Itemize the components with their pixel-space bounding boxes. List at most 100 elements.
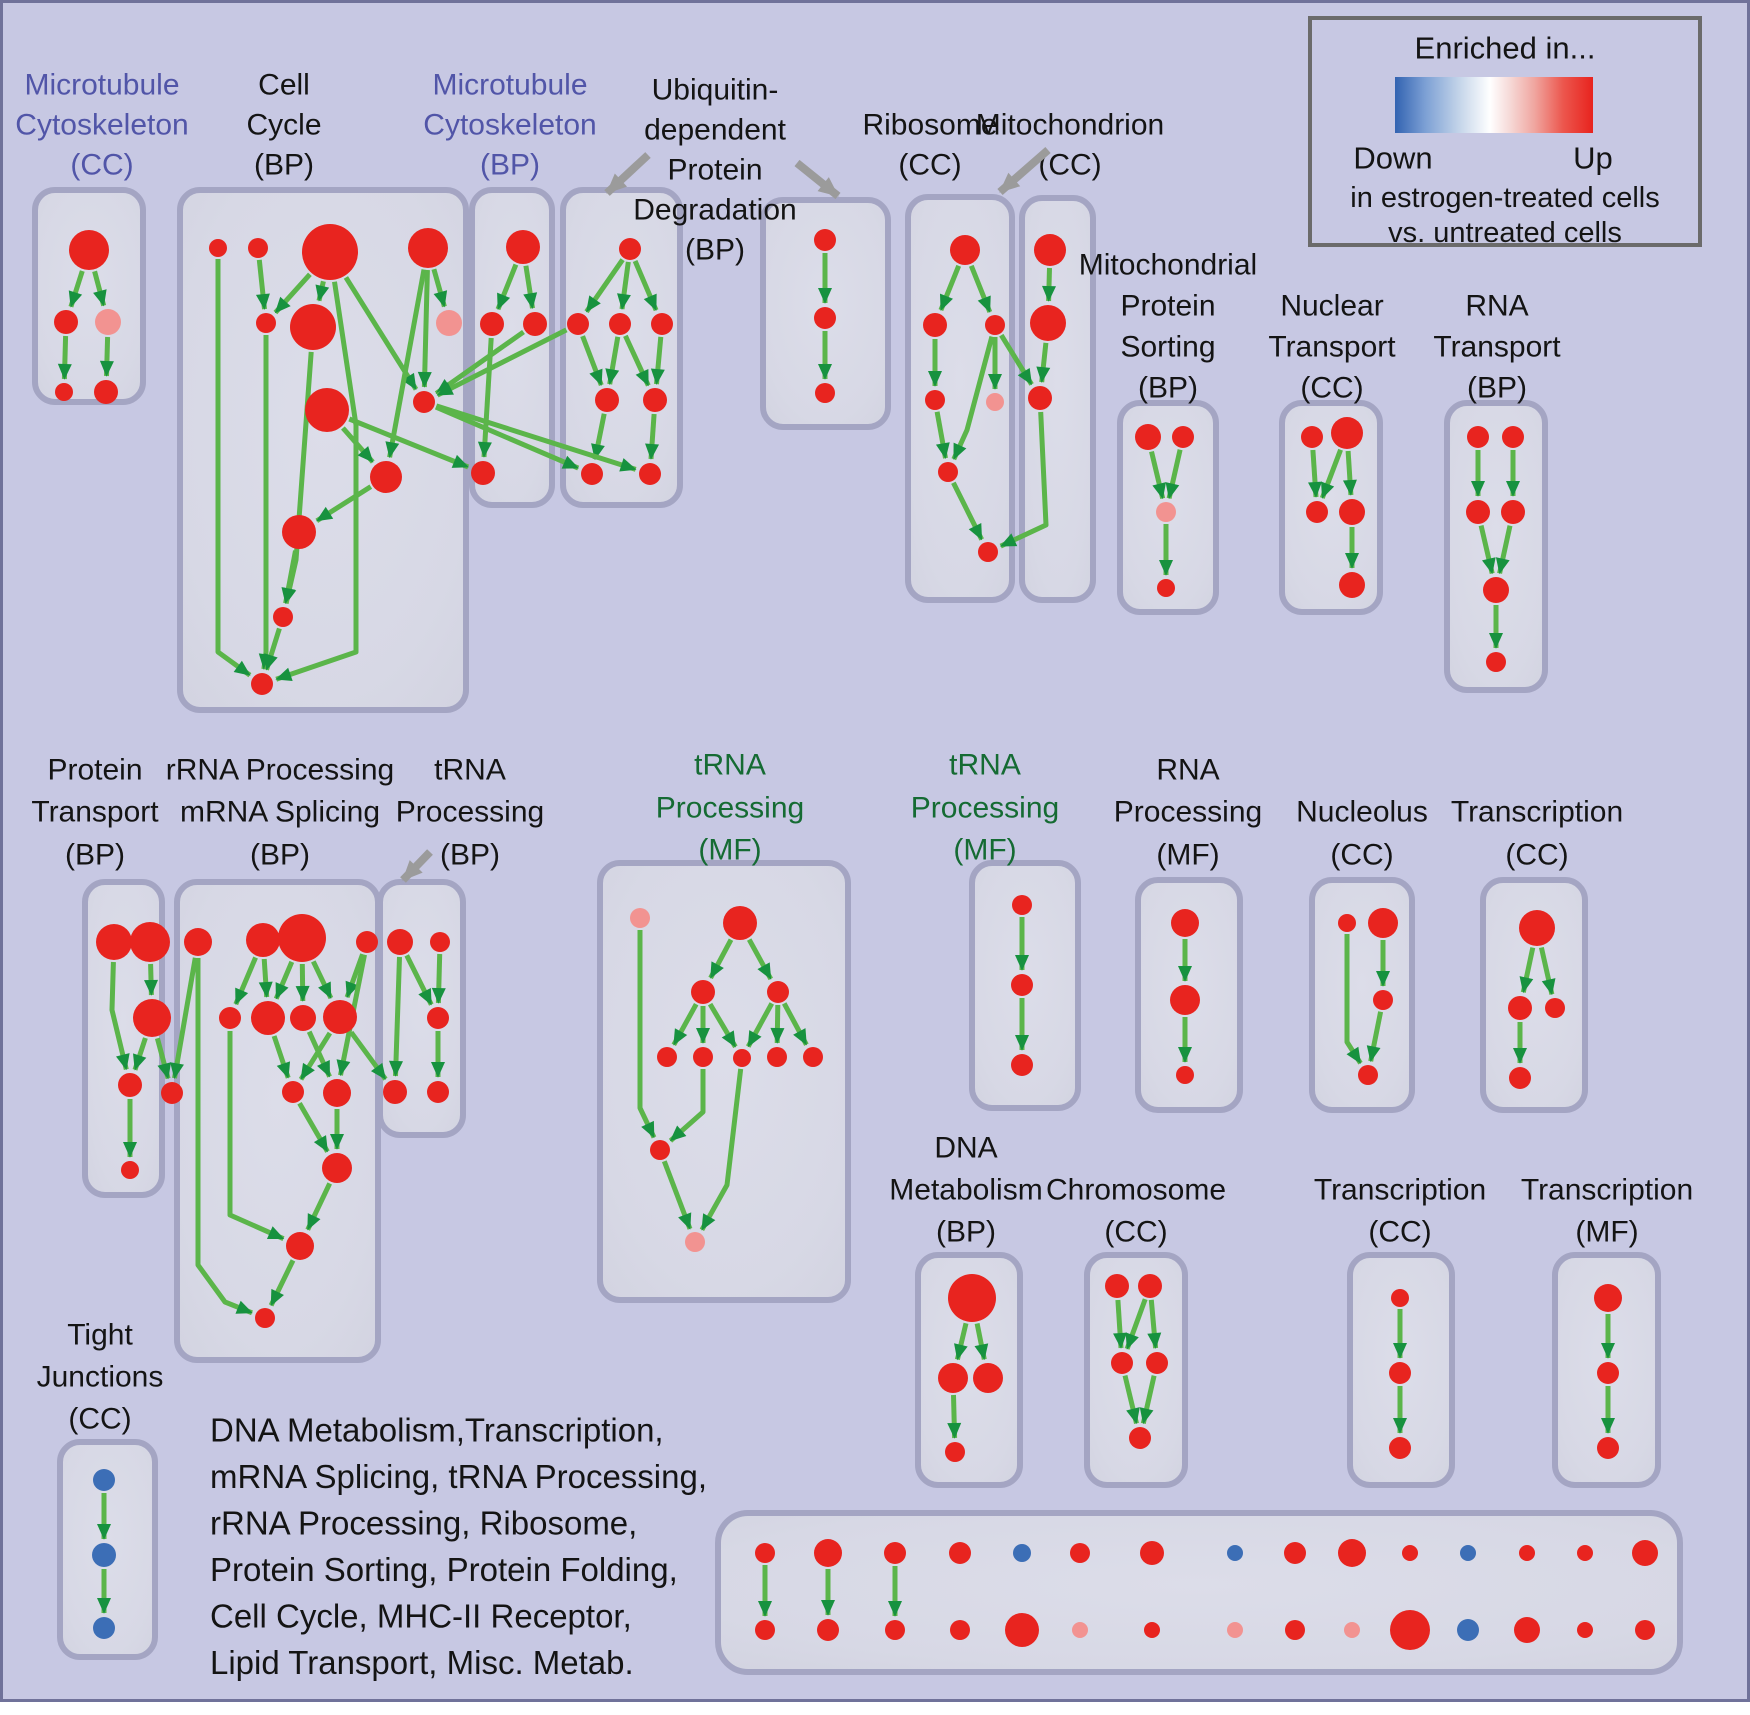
mt_bp-node-T	[506, 230, 540, 264]
mt_cc-node-br	[94, 380, 118, 404]
cc_bp-edge	[264, 627, 282, 671]
cc_bp-node-j	[370, 461, 402, 493]
chrom-edge	[1113, 1299, 1128, 1349]
mt_bp-label-line: Cytoskeleton	[423, 109, 596, 142]
group-box-rt_bp	[1444, 400, 1548, 693]
ribo-edge	[951, 481, 984, 541]
tr_cc1-label-line: Transcription	[1451, 796, 1623, 829]
trna_mf1-node-b1	[657, 1047, 677, 1067]
ubi1-node-bR	[639, 463, 661, 485]
misc-top-node-10	[1402, 1545, 1418, 1561]
chrom-node-TR	[1138, 1274, 1162, 1298]
cc_bp-edge	[315, 484, 373, 523]
pt_bp-node-S	[118, 1073, 142, 1097]
nt_cc-edge	[1342, 450, 1357, 496]
trna_mf1-label-line: Processing	[656, 792, 804, 825]
trna_mf1-node-R	[650, 1140, 670, 1160]
misc-top-node-12	[1519, 1545, 1535, 1561]
cc_bp-edge	[341, 426, 375, 464]
cc_bp-label-line: (BP)	[254, 149, 314, 182]
pt_bp-node-TR	[130, 922, 170, 962]
cross-edge	[348, 416, 470, 470]
group-box-trna_mf1	[597, 860, 851, 1303]
mito-node-L	[1028, 386, 1052, 410]
tr_cc2-node-T	[1391, 1289, 1409, 1307]
pt_bp-label-line: Protein	[47, 754, 142, 787]
rrna-node-K	[161, 1082, 183, 1104]
trna_bp-node-BL	[383, 1080, 407, 1104]
ribo-node-LL	[925, 390, 945, 410]
tr_cc1-node-T	[1519, 910, 1555, 946]
trna_mf1-node-PK	[630, 908, 650, 928]
chrom-node-MR	[1146, 1352, 1168, 1374]
mt_cc-node-mr	[95, 309, 121, 335]
trna_bp-edge	[404, 954, 434, 1006]
nt_cc-node-MR	[1339, 499, 1365, 525]
dna_bp-edge	[947, 1394, 962, 1439]
ubi1-label-line: (BP)	[685, 234, 745, 267]
rna_mf-label-line: Processing	[1114, 796, 1262, 829]
misc-top-node-11	[1460, 1545, 1476, 1561]
rrna-edge	[271, 1035, 291, 1079]
legend-title: Enriched in...	[1415, 31, 1596, 66]
footnote-line-1: mRNA Splicing, tRNA Processing,	[210, 1458, 707, 1495]
tr_mf-node-M	[1597, 1362, 1619, 1384]
dna_bp-node-B	[945, 1442, 965, 1462]
annotation-arrow-2	[997, 146, 1051, 196]
rrna-node-D	[356, 931, 378, 953]
ubi1-label-line: Ubiquitin-	[652, 74, 779, 107]
trna_mf1-edge	[770, 1004, 785, 1044]
ubi1-edge	[650, 336, 665, 385]
pt_bp-label-line: Transport	[31, 796, 159, 829]
nt_cc-node-TL	[1301, 426, 1323, 448]
cc_bp-edge	[315, 280, 330, 302]
rt_bp-node-M2	[1483, 577, 1509, 603]
group-box-mt_cc	[32, 187, 146, 405]
tr_cc1-edge	[1538, 946, 1556, 996]
mt_bp-node-MR	[523, 312, 547, 336]
trna_bp-label-line: Processing	[396, 796, 544, 829]
rt_bp-edge	[1495, 525, 1513, 575]
pt_bp-node-M	[133, 999, 171, 1037]
nucleolus-node-TR	[1368, 908, 1398, 938]
ubi1-edge	[605, 336, 621, 385]
chrom-node-ML	[1111, 1352, 1133, 1374]
mt_cc-edge	[99, 336, 114, 377]
ubi2-node-T	[814, 229, 836, 251]
group-box-chrom	[1084, 1252, 1188, 1488]
mps-edge	[1149, 451, 1167, 500]
pt_bp-node-B	[121, 1161, 139, 1179]
rna_mf-node-T	[1171, 909, 1199, 937]
nodes-layer	[54, 224, 1658, 1650]
misc-bottom-node-5	[1072, 1622, 1088, 1638]
misc-bottom-node-6	[1144, 1622, 1160, 1638]
tr_mf-label-line: Transcription	[1521, 1174, 1693, 1207]
rna_mf-label-line: (MF)	[1156, 839, 1219, 872]
mps-label-line: (BP)	[1138, 372, 1198, 405]
cross-edge	[349, 1030, 388, 1081]
rrna-edge	[305, 1182, 332, 1231]
mps-node-TR	[1172, 426, 1194, 448]
annotation-arrow-1	[794, 159, 841, 200]
pt_bp-edge	[109, 961, 130, 1071]
ribo-node-T	[950, 235, 980, 265]
trna_mf2-label-line: tRNA	[949, 749, 1021, 782]
misc-top-node-5	[1070, 1543, 1090, 1563]
ribo-edge	[938, 264, 962, 312]
tr_mf-node-T	[1594, 1284, 1622, 1312]
pt_bp-label-line: (BP)	[65, 839, 125, 872]
trna_mf1-edge	[747, 938, 773, 981]
dna_bp-node-T	[948, 1274, 996, 1322]
nucleolus-node-B	[1358, 1065, 1378, 1085]
trna_mf1-node-b2	[693, 1047, 713, 1067]
ribo-edge	[934, 411, 950, 459]
cc_bp-edge	[273, 272, 312, 315]
mt_bp-edge	[523, 265, 538, 309]
trna_mf1-edge	[746, 1002, 774, 1048]
chrom-node-TL	[1105, 1274, 1129, 1298]
tr_cc1-node-B	[1509, 1067, 1531, 1089]
misc-bottom-node-12	[1514, 1617, 1540, 1643]
pt_bp-node-TL	[96, 924, 132, 960]
trna_mf1-node-T	[723, 906, 757, 940]
